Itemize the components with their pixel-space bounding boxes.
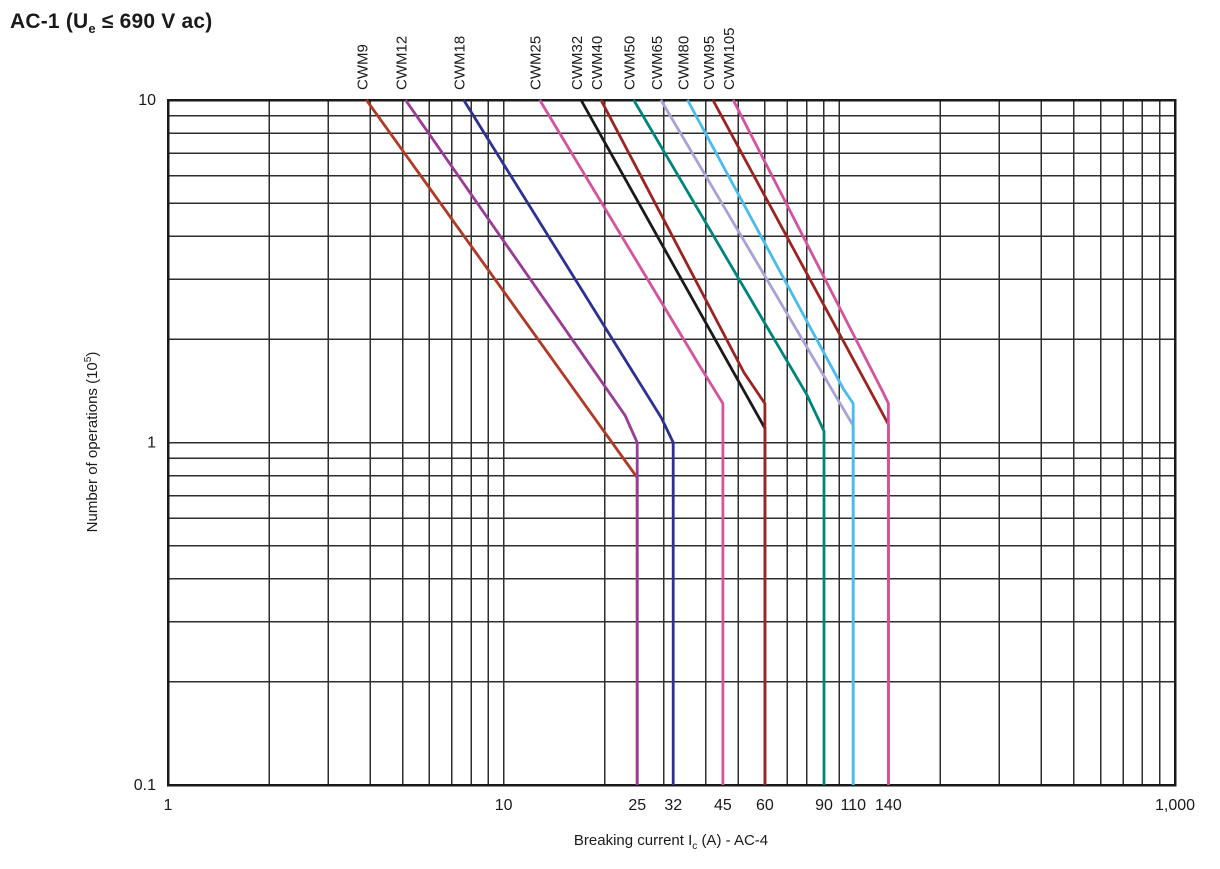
curve-label-CWM80: CWM80: [676, 36, 693, 90]
curve-CWM50: [632, 99, 826, 785]
curve-CWM18: [462, 99, 675, 785]
x-axis-title: Breaking current Ic (A) - AC-4: [574, 832, 768, 852]
x-tick-label-60: 60: [756, 797, 774, 814]
y-axis-title: Number of operations (105): [83, 352, 101, 533]
y-axis-title-close: ): [84, 351, 101, 357]
x-tick-label-32: 32: [664, 797, 682, 814]
curve-CWM25: [538, 99, 725, 785]
curve-label-CWM25: CWM25: [528, 36, 545, 90]
x-axis-title-subscript: c: [692, 841, 698, 852]
curve-CWM40: [599, 99, 767, 785]
x-tick-label-1000: 1,000: [1155, 797, 1195, 814]
curve-label-CWM95: CWM95: [701, 36, 718, 90]
x-tick-label-90: 90: [815, 797, 833, 814]
curve-label-CWM9: CWM9: [354, 44, 371, 90]
x-tick-label-10: 10: [495, 797, 513, 814]
curve-label-CWM40: CWM40: [589, 36, 606, 90]
x-tick-label-45: 45: [714, 797, 732, 814]
plot-border: [166, 98, 1177, 787]
y-tick-label-1: 1: [147, 435, 156, 452]
y-tick-label-0.1: 0.1: [134, 777, 156, 794]
x-axis-title-text: Breaking current I: [573, 832, 693, 849]
y-axis-title-text: Number of operations (10: [84, 362, 101, 533]
curve-label-CWM50: CWM50: [622, 36, 639, 90]
curve-CWM80: [686, 99, 855, 785]
x-axis-title-close: (A) - AC-4: [697, 832, 769, 849]
curve-label-CWM65: CWM65: [649, 36, 666, 90]
chart-title: AC-1 (Ue ≤ 690 V ac): [10, 10, 213, 36]
curve-label-CWM32: CWM32: [569, 36, 586, 90]
curve-label-CWM18: CWM18: [452, 36, 469, 90]
chart-title-prefix: AC-1 (U: [10, 10, 89, 33]
y-tick-label-10: 10: [138, 92, 156, 109]
y-axis-title-superscript: 5: [83, 356, 94, 363]
curve-label-CWM105: CWM105: [721, 27, 738, 90]
curve-CWM12: [404, 99, 639, 785]
x-tick-label-140: 140: [875, 797, 902, 814]
chart-title-suffix: ≤ 690 V ac): [95, 10, 213, 33]
chart-title-subscript: e: [88, 21, 96, 37]
x-tick-label-110: 110: [840, 797, 866, 814]
curve-CWM105: [731, 99, 890, 785]
x-tick-label-1: 1: [164, 797, 173, 814]
curve-label-CWM12: CWM12: [394, 36, 411, 90]
x-tick-label-25: 25: [628, 797, 646, 814]
